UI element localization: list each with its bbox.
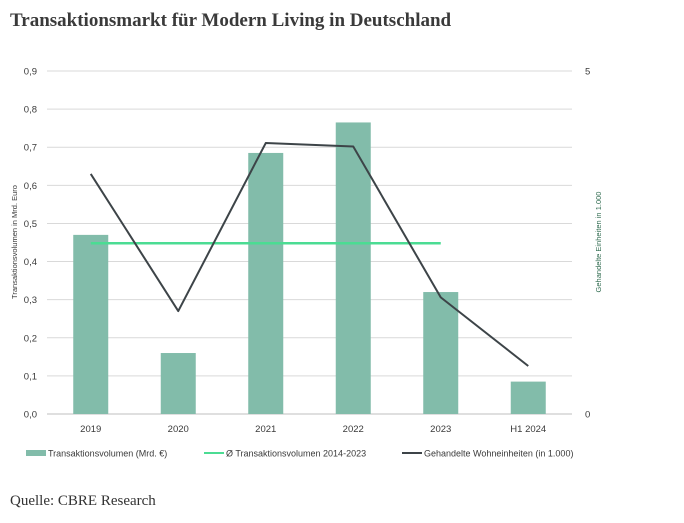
y-tick-label: 0,3: [24, 295, 37, 306]
x-tick-label: 2023: [430, 424, 451, 435]
y-axis-label: Transaktionsvolumen in Mrd. Euro: [10, 185, 19, 299]
x-tick-label: 2020: [168, 424, 189, 435]
y-tick-label: 0,6: [24, 181, 37, 192]
source-note: Quelle: CBRE Research: [10, 493, 156, 509]
chart-title: Transaktionsmarkt für Modern Living in D…: [10, 10, 452, 31]
bar: [510, 381, 546, 414]
x-tick-label: H1 2024: [510, 424, 546, 435]
legend-swatch: [26, 450, 46, 456]
y-tick-label: 0,8: [24, 105, 37, 116]
units-line: [89, 142, 529, 367]
bar: [160, 353, 196, 414]
y-tick-label: 0,4: [24, 257, 37, 268]
bar: [73, 234, 109, 414]
y-tick-label: 0,2: [24, 333, 37, 344]
y-tick-label: 0,9: [24, 67, 37, 78]
x-tick-label: 2021: [255, 424, 276, 435]
x-tick-label: 2022: [343, 424, 364, 435]
y2-axis-label: Gehandelte Einheiten in 1.000: [594, 192, 603, 293]
legend-label: Transaktionsvolumen (Mrd. €): [48, 449, 167, 459]
y2-tick-label: 5: [585, 67, 590, 78]
legend-label: Ø Transaktionsvolumen 2014-2023: [226, 449, 366, 459]
x-axis-ticks: 2019 2020 2021 2022 2023 H1 2024: [80, 424, 546, 435]
bar: [248, 152, 284, 414]
y-tick-label: 0,1: [24, 371, 37, 382]
bar: [423, 292, 459, 414]
gridlines: [47, 70, 572, 415]
line-series: [89, 142, 529, 367]
y-tick-label: 0,7: [24, 143, 37, 154]
x-tick-label: 2019: [80, 424, 101, 435]
bar-series: [73, 122, 546, 414]
y2-tick-label: 0: [585, 410, 590, 421]
legend: Transaktionsvolumen (Mrd. €) Ø Transaktio…: [26, 449, 573, 459]
y-tick-label: 0,0: [24, 410, 37, 421]
y-tick-label: 0,5: [24, 219, 37, 230]
bar: [335, 122, 371, 414]
y2-axis-ticks: 05: [585, 67, 590, 421]
legend-label: Gehandelte Wohneinheiten (in 1.000): [424, 449, 573, 459]
y-axis-ticks: 0,0 0,1 0,2 0,3 0,4 0,5 0,6 0,7 0,8 0,9: [24, 67, 37, 421]
